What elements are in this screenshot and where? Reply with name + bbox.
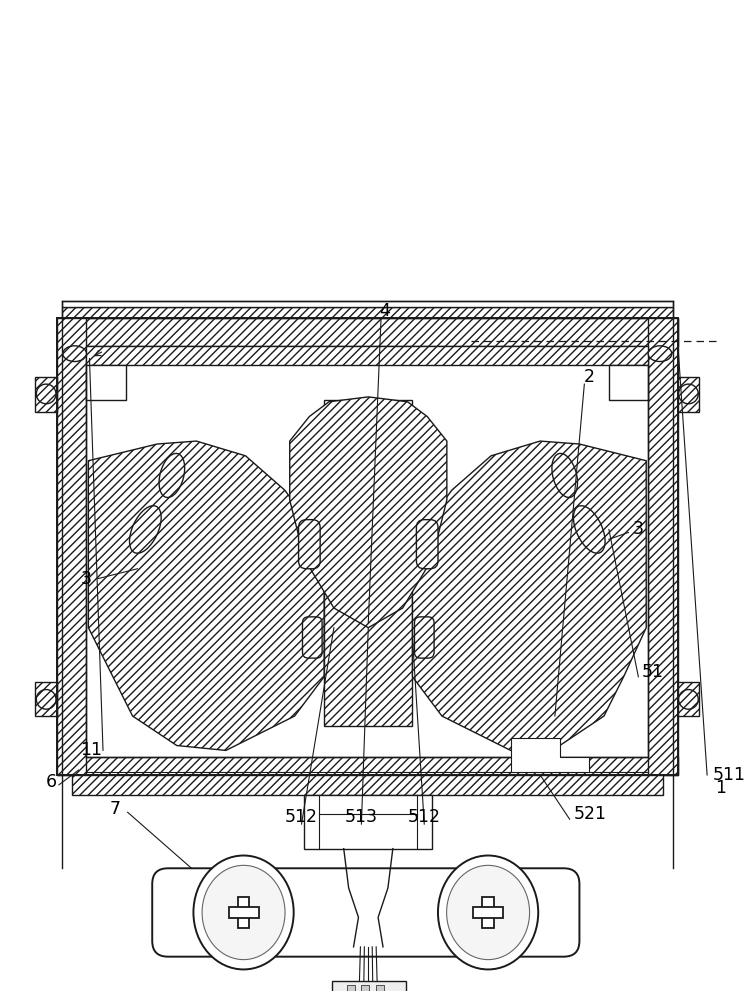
- Text: 512: 512: [407, 808, 440, 826]
- Polygon shape: [511, 738, 589, 772]
- Bar: [57, 318, 678, 775]
- Polygon shape: [72, 775, 663, 795]
- Text: 51: 51: [642, 663, 664, 681]
- Polygon shape: [57, 318, 86, 775]
- Polygon shape: [86, 365, 126, 400]
- Polygon shape: [413, 441, 646, 750]
- FancyBboxPatch shape: [299, 520, 320, 569]
- FancyBboxPatch shape: [303, 617, 322, 658]
- Circle shape: [679, 690, 698, 709]
- Ellipse shape: [552, 453, 577, 497]
- Text: 511: 511: [713, 766, 746, 784]
- Circle shape: [37, 690, 56, 709]
- Polygon shape: [57, 757, 678, 775]
- Polygon shape: [35, 682, 57, 716]
- Bar: [238, 897, 249, 928]
- Ellipse shape: [193, 856, 294, 969]
- Text: 1: 1: [715, 779, 726, 797]
- Text: 7: 7: [109, 800, 121, 818]
- Ellipse shape: [159, 453, 185, 497]
- Text: 3: 3: [633, 520, 644, 538]
- Ellipse shape: [130, 506, 161, 553]
- Polygon shape: [62, 307, 673, 318]
- Ellipse shape: [446, 865, 530, 960]
- FancyBboxPatch shape: [416, 520, 438, 569]
- Text: 6: 6: [46, 773, 57, 791]
- Polygon shape: [88, 441, 324, 750]
- Text: 513: 513: [345, 808, 378, 826]
- Bar: [332, 981, 406, 1000]
- Ellipse shape: [648, 346, 672, 362]
- Ellipse shape: [202, 865, 285, 960]
- Bar: [347, 985, 354, 1000]
- Circle shape: [37, 384, 56, 404]
- FancyBboxPatch shape: [414, 617, 434, 658]
- Text: 11: 11: [80, 741, 103, 759]
- Polygon shape: [35, 377, 57, 412]
- Polygon shape: [678, 682, 700, 716]
- Polygon shape: [324, 400, 413, 726]
- Text: 521: 521: [574, 805, 607, 823]
- Bar: [304, 795, 432, 849]
- Bar: [376, 985, 384, 1000]
- Polygon shape: [62, 301, 673, 307]
- Polygon shape: [86, 346, 648, 365]
- Polygon shape: [678, 377, 700, 412]
- Ellipse shape: [574, 506, 605, 553]
- Text: 3: 3: [81, 570, 92, 588]
- Bar: [228, 907, 258, 918]
- Text: 512: 512: [285, 808, 318, 826]
- Bar: [473, 907, 503, 918]
- Polygon shape: [290, 397, 447, 628]
- Ellipse shape: [438, 856, 539, 969]
- FancyBboxPatch shape: [152, 868, 580, 957]
- Bar: [482, 897, 494, 928]
- Text: 4: 4: [380, 302, 390, 320]
- Bar: [362, 985, 369, 1000]
- Ellipse shape: [63, 346, 86, 362]
- Polygon shape: [57, 318, 678, 346]
- Text: 2: 2: [583, 368, 595, 386]
- Circle shape: [679, 384, 698, 404]
- Polygon shape: [609, 365, 648, 400]
- Polygon shape: [648, 318, 678, 775]
